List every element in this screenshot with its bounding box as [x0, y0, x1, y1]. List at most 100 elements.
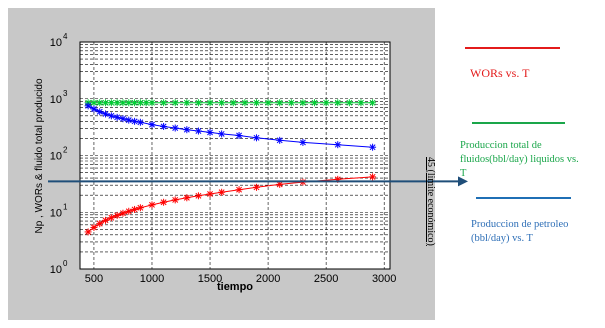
series-marker — [160, 122, 168, 130]
series-marker — [131, 205, 139, 213]
series-marker — [160, 99, 168, 107]
marker-stroke — [131, 118, 138, 125]
marker-stroke — [125, 99, 132, 106]
marker-stroke — [207, 99, 213, 106]
x-tick-label: 2500 — [314, 273, 338, 285]
marker-stroke — [346, 99, 353, 106]
marker-stroke — [183, 126, 190, 133]
series-marker — [264, 99, 272, 107]
series-marker — [311, 99, 319, 107]
marker-stroke — [358, 99, 364, 106]
series-marker — [84, 102, 92, 110]
series-marker — [113, 113, 121, 121]
series-marker — [148, 121, 156, 129]
marker-stroke — [102, 110, 109, 117]
marker-stroke — [195, 128, 202, 134]
series-marker — [218, 99, 226, 107]
marker-stroke — [96, 108, 103, 115]
series-marker — [102, 216, 110, 224]
marker-stroke — [114, 212, 121, 219]
arrow-head — [458, 176, 468, 187]
x-tick-label: 1500 — [198, 273, 222, 285]
marker-stroke — [311, 99, 318, 106]
series-marker — [96, 220, 104, 228]
marker-stroke — [85, 102, 92, 109]
marker-stroke — [369, 144, 376, 151]
marker-stroke — [195, 192, 202, 199]
marker-stroke — [90, 224, 97, 231]
x-axis-label: tiempo — [217, 281, 253, 293]
series-marker — [241, 99, 249, 107]
series-marker — [148, 99, 156, 107]
marker-stroke — [253, 134, 260, 141]
series-marker — [102, 110, 110, 118]
marker-stroke — [172, 99, 179, 106]
marker-stroke — [207, 129, 213, 136]
marker-stroke — [108, 99, 115, 106]
marker-stroke — [218, 189, 225, 196]
economic-limit-label: 45 (limite económico) — [425, 157, 436, 246]
series-marker — [84, 228, 92, 236]
series-marker — [235, 186, 243, 194]
series-marker — [357, 99, 365, 107]
marker-stroke — [230, 99, 237, 106]
series-marker — [252, 183, 260, 191]
series-marker — [183, 194, 191, 202]
marker-stroke — [137, 204, 144, 211]
series-marker — [119, 209, 127, 217]
series-marker — [90, 223, 98, 231]
series-marker — [276, 99, 284, 107]
series-marker — [183, 126, 191, 134]
series-marker — [276, 136, 284, 144]
marker-stroke — [236, 132, 243, 139]
series-marker — [113, 211, 121, 219]
marker-stroke — [143, 99, 150, 106]
y-tick-label: 10 — [50, 94, 62, 106]
marker-stroke — [120, 99, 126, 106]
y-tick-exponent: 4 — [63, 32, 68, 41]
series-marker — [131, 117, 139, 125]
marker-stroke — [131, 99, 138, 106]
marker-stroke — [131, 206, 138, 213]
marker-stroke — [218, 130, 225, 137]
marker-stroke — [114, 99, 121, 106]
series-marker — [369, 173, 377, 181]
marker-stroke — [160, 99, 167, 106]
marker-stroke — [183, 99, 190, 106]
series-marker — [252, 134, 260, 142]
series-marker — [90, 99, 98, 107]
x-tick-label: 1000 — [140, 273, 164, 285]
series-marker — [171, 124, 179, 132]
marker-stroke — [137, 119, 144, 126]
series-marker — [96, 108, 104, 116]
series-marker — [136, 118, 144, 126]
marker-stroke — [96, 99, 103, 106]
marker-stroke — [137, 99, 144, 106]
series-marker — [148, 201, 156, 209]
y-tick-label: 10 — [50, 151, 62, 163]
marker-stroke — [253, 99, 260, 106]
series-marker — [107, 214, 115, 222]
economic-limit-annotation: 45 (limite económico) — [48, 157, 468, 246]
series-marker — [345, 99, 353, 107]
y-tick-label: 10 — [50, 37, 62, 49]
marker-stroke — [323, 99, 330, 106]
series-marker — [218, 188, 226, 196]
legend-green-line — [472, 122, 565, 124]
series-marker — [90, 105, 98, 113]
marker-stroke — [276, 137, 283, 144]
marker-stroke — [102, 99, 109, 106]
series-marker — [171, 99, 179, 107]
series-marker — [299, 99, 307, 107]
series-marker — [299, 138, 307, 146]
series-marker — [206, 128, 214, 136]
x-tick-label: 2000 — [256, 273, 280, 285]
marker-stroke — [288, 99, 295, 106]
marker-stroke — [334, 141, 341, 148]
plot-frame — [79, 41, 391, 270]
marker-stroke — [125, 208, 132, 215]
marker-stroke — [102, 217, 109, 224]
y-tick-exponent: 1 — [63, 202, 68, 211]
x-tick-label: 3000 — [372, 273, 396, 285]
series-marker — [322, 99, 330, 107]
